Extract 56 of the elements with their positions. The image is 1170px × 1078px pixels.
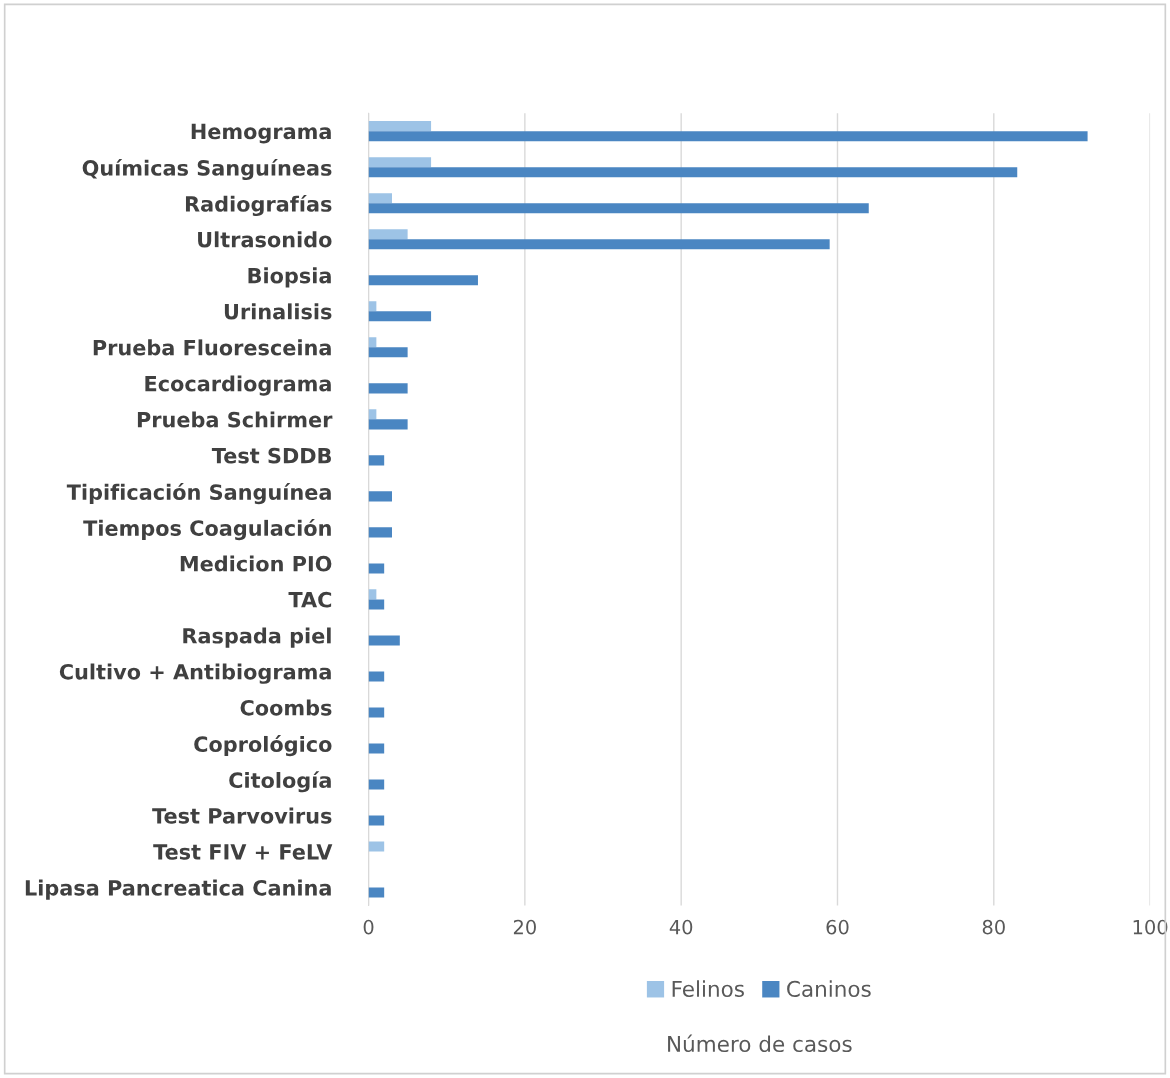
x-tick-label: 40: [669, 919, 693, 935]
bar: [368, 383, 408, 394]
y-tick-label: Urinalisis: [224, 303, 332, 320]
bar: [368, 707, 385, 718]
y-tick-label: Test Parvovirus: [152, 807, 332, 824]
y-tick-label: Tiempos Coagulación: [83, 519, 331, 541]
y-tick-label: Ultrasonido: [198, 231, 332, 248]
x-tick-label: 20: [513, 919, 536, 935]
bar: [368, 491, 392, 502]
y-tick-label: Cultivo + Antibiograma: [59, 663, 331, 684]
bar: [368, 779, 385, 790]
x-tick-label: 80: [982, 919, 1005, 935]
y-tick-label: Ecocardiograma: [145, 375, 331, 396]
y-tick-label: Prueba Schirmer: [137, 411, 333, 428]
bar: [368, 131, 1088, 142]
bar: [368, 275, 478, 286]
bar: [368, 121, 432, 132]
x-tick-label: 0: [363, 919, 374, 935]
y-tick-label: Test FIV + FeLV: [153, 844, 333, 860]
y-tick-label: Lipasa Pancreatica Canina: [25, 879, 331, 900]
bar: [368, 599, 385, 610]
y-tick-label: Químicas Sanguíneas: [82, 158, 332, 181]
bar: [368, 563, 385, 574]
bar: [368, 203, 869, 214]
bar: [368, 635, 400, 646]
legend-label: Caninos: [787, 980, 871, 998]
y-tick-label: Test SDDB: [211, 447, 331, 464]
bar: [368, 671, 385, 682]
x-axis-title: Número de casos: [668, 1034, 852, 1053]
y-tick-label: Coprológico: [194, 735, 332, 757]
bar: [368, 743, 385, 754]
bar: [368, 157, 432, 168]
bar: [368, 239, 830, 250]
y-tick-label: Biopsia: [248, 267, 331, 288]
bar: [368, 455, 385, 466]
bar: [368, 841, 385, 852]
y-tick-label: Radiografías: [185, 194, 332, 217]
bar: [368, 347, 408, 358]
y-tick-label: Medicion PIO: [180, 555, 332, 572]
y-tick-label: TAC: [288, 591, 332, 608]
x-tick-label: 60: [826, 919, 849, 935]
bar: [368, 419, 408, 430]
bar: [368, 815, 385, 826]
y-tick-label: Citología: [229, 771, 331, 793]
y-tick-label: Hemograma: [191, 123, 331, 144]
bar: [368, 193, 392, 204]
y-tick-label: Tipificación Sanguínea: [66, 483, 331, 505]
bar: [368, 887, 385, 898]
bar: [368, 527, 392, 538]
y-tick-label: Coombs: [240, 699, 332, 716]
bar: [368, 167, 1018, 178]
legend-label: Felinos: [672, 980, 744, 998]
y-tick-label: Raspada piel: [183, 627, 331, 648]
y-tick-label: Prueba Fluoresceina: [93, 339, 331, 356]
bar: [368, 311, 432, 322]
bar: [368, 229, 408, 240]
